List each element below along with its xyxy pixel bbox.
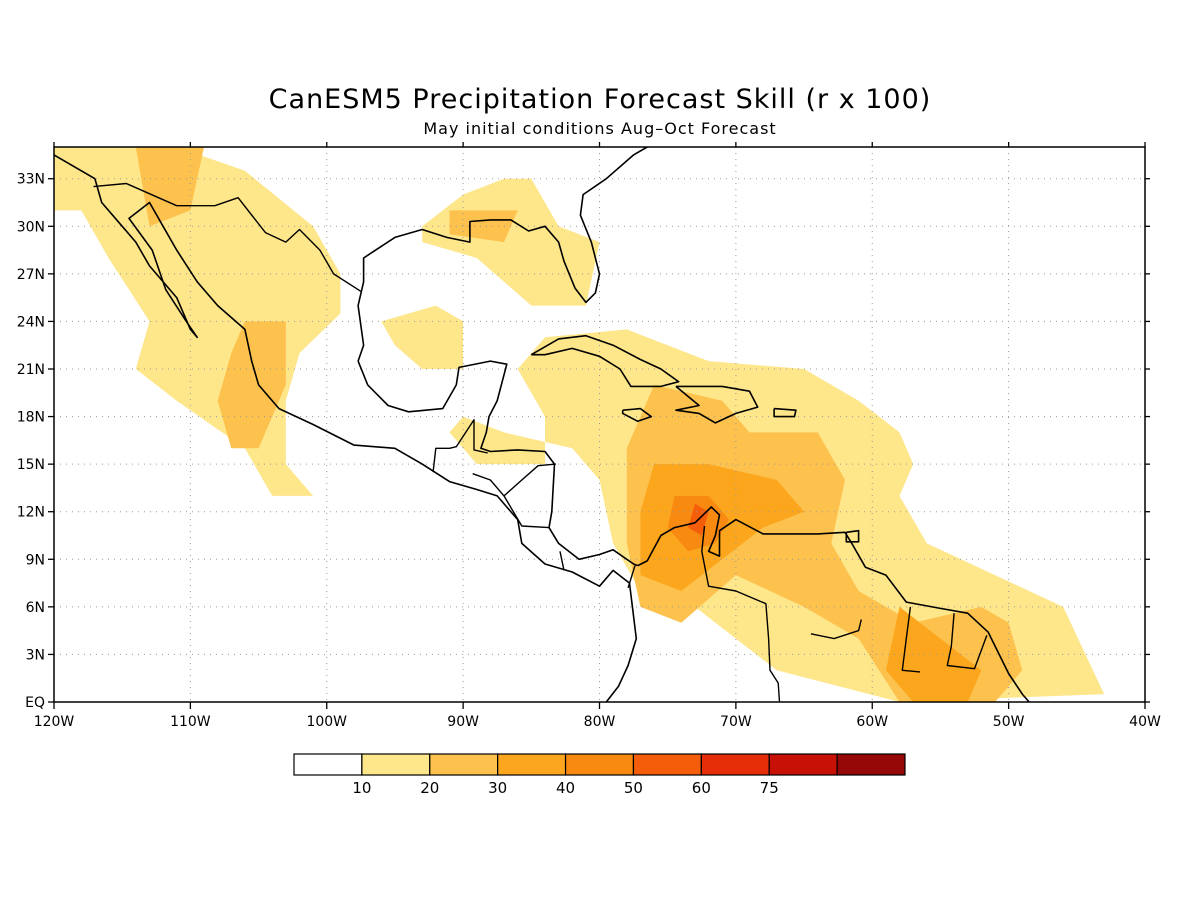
lat-tick-label: 9N [26, 552, 45, 568]
lat-tick-label: EQ [25, 695, 45, 711]
trinidad-line [845, 529, 860, 543]
colorbar-label: 50 [624, 779, 643, 797]
lat-tick-label: 12N [17, 505, 45, 521]
honduras-line [472, 463, 556, 497]
map-title: CanESM5 Precipitation Forecast Skill (r … [268, 84, 932, 115]
colorbar-label: 30 [488, 779, 507, 797]
colorbar-swatch [429, 753, 499, 776]
lat-tick-label: 30N [17, 219, 45, 235]
colorbar-label: 40 [556, 779, 575, 797]
colorbar-swatch [768, 753, 838, 776]
gulf-coast-line [357, 147, 648, 362]
costa-rica-panama-line [559, 551, 565, 571]
jamaica-line [621, 407, 653, 423]
colombia-venezuela-line [701, 525, 781, 702]
colorbar: 10 20 30 40 50 60 75 [293, 753, 906, 797]
lon-tick-label: 120W [34, 714, 75, 730]
political-borders [93, 182, 988, 702]
lon-tick-label: 80W [584, 714, 616, 730]
yucatan-line [357, 360, 638, 567]
lon-tick-label: 90W [447, 714, 479, 730]
colorbar-swatch [293, 753, 363, 776]
colorbar-swatch [361, 753, 431, 776]
north-america-line [54, 154, 638, 702]
lon-tick-label: 60W [856, 714, 888, 730]
skill-region-4 [135, 147, 204, 227]
skill-region-6 [449, 210, 518, 243]
colorbar-swatch [632, 753, 702, 776]
skill-shading [54, 147, 1105, 702]
south-america-caribbean-line [637, 506, 1030, 702]
colorbar-label: 75 [760, 779, 779, 797]
lon-tick-label: 100W [306, 714, 347, 730]
colorbar-swatch [836, 753, 906, 776]
lat-tick-label: 27N [17, 267, 45, 283]
lat-tick-label: 6N [26, 600, 45, 616]
lon-tick-label: 70W [720, 714, 752, 730]
suriname-fguiana-line [946, 613, 988, 670]
map-subtitle: May initial conditions Aug–Oct Forecast [423, 119, 777, 138]
lat-tick-label: 15N [17, 457, 45, 473]
coastlines [54, 147, 1030, 702]
axis-ticks: 120W 110W 100W 90W 80W 70W 60W 50W 40W EQ 3N 6N 9N 12… [17, 142, 1161, 730]
gridlines [54, 147, 1145, 702]
colorbar-label: 60 [692, 779, 711, 797]
puerto-rico-line [773, 407, 797, 418]
lon-tick-label: 40W [1129, 714, 1161, 730]
lat-tick-label: 24N [17, 314, 45, 330]
colorbar-label: 20 [420, 779, 439, 797]
hispaniola-line [675, 385, 759, 424]
skill-region-1 [381, 305, 464, 369]
lat-tick-label: 33N [17, 172, 45, 188]
us-mexico-line [93, 182, 362, 292]
panama-colombia-line [627, 565, 636, 589]
colorbar-label: 10 [352, 779, 371, 797]
colorbar-swatch [700, 753, 770, 776]
skill-region-7 [626, 384, 1023, 702]
lat-tick-label: 21N [17, 362, 45, 378]
nicaragua-line [503, 495, 550, 529]
guyana-suriname-line [901, 606, 921, 673]
skill-region-2 [422, 178, 600, 306]
cuba-line [530, 334, 680, 388]
venezuela-brazil-line [810, 619, 862, 640]
colorbar-swatch [564, 753, 635, 776]
lat-tick-label: 18N [17, 410, 45, 426]
guatemala-line [432, 419, 488, 473]
skill-region-9 [885, 606, 982, 702]
lon-tick-label: 50W [993, 714, 1025, 730]
lon-tick-label: 110W [170, 714, 211, 730]
lat-tick-label: 3N [26, 647, 45, 663]
colorbar-swatch [497, 753, 567, 776]
